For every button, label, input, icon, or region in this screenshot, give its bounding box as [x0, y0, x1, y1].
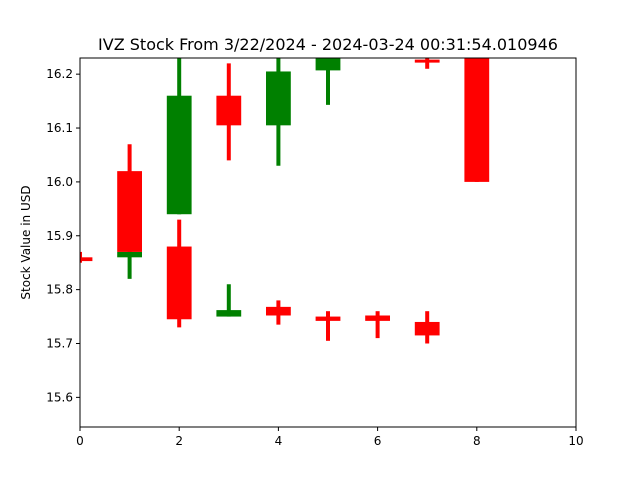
candle-body — [117, 171, 142, 252]
y-tick-label: 16.1 — [46, 121, 73, 135]
x-tick-label: 8 — [473, 434, 481, 448]
x-tick-label: 6 — [374, 434, 382, 448]
chart-title: IVZ Stock From 3/22/2024 - 2024-03-24 00… — [98, 35, 558, 54]
y-tick-label: 15.7 — [46, 337, 73, 351]
x-tick-label: 4 — [275, 434, 283, 448]
candle-body — [315, 316, 341, 321]
candle-body — [266, 306, 291, 316]
x-axis: 0 2 4 6 8 10 — [76, 427, 584, 448]
candle-body — [266, 71, 291, 126]
x-tick-label: 0 — [76, 434, 84, 448]
y-tick-label: 15.9 — [46, 229, 73, 243]
y-tick-label: 15.6 — [46, 390, 73, 404]
candle-body — [80, 257, 93, 262]
candle-body — [365, 315, 390, 321]
y-axis: 15.6 15.7 15.8 15.9 16.0 16.1 16.2 — [46, 67, 80, 404]
candle-body — [216, 95, 242, 126]
candle-body — [414, 59, 440, 63]
plot-area — [80, 58, 576, 427]
candle-body — [117, 251, 142, 258]
candle-body — [464, 58, 490, 182]
candle-body — [166, 246, 192, 320]
x-tick-label: 2 — [175, 434, 183, 448]
x-tick-label: 10 — [568, 434, 583, 448]
candles-group — [80, 58, 490, 344]
y-tick-label: 16.0 — [46, 175, 73, 189]
y-tick-label: 15.8 — [46, 283, 73, 297]
plot-frame — [79, 57, 577, 428]
y-tick-label: 16.2 — [46, 67, 73, 81]
candle-body — [414, 321, 440, 336]
y-axis-label: Stock Value in USD — [19, 185, 33, 299]
candle-body — [315, 58, 341, 71]
candle-body — [166, 95, 192, 215]
candle-body — [216, 310, 242, 317]
